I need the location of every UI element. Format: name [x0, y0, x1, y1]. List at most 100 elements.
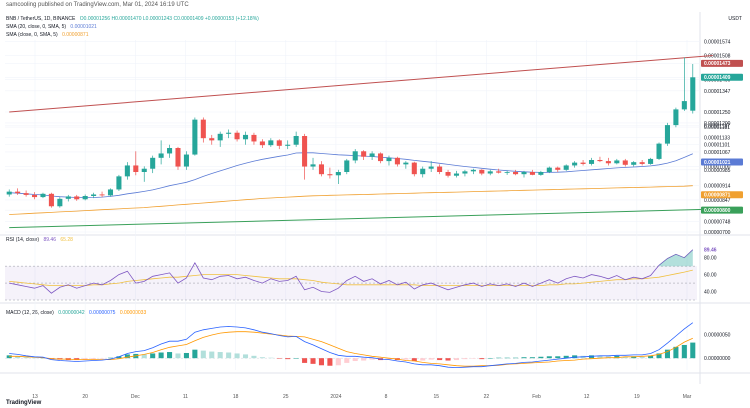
candle [513, 172, 519, 175]
candle [420, 168, 426, 175]
candle [597, 160, 603, 162]
macd-hist-bar [546, 356, 552, 359]
time-tick-label: 20 [82, 394, 88, 400]
candle [681, 101, 687, 110]
time-tick-label: 12 [584, 394, 590, 400]
candle [639, 162, 645, 164]
macd-hist-bar [614, 355, 620, 359]
candle [386, 157, 392, 162]
macd-hist-bar [361, 358, 367, 361]
sma-short-label[interactable]: SMA (20, close, 0, SMA, 5) [6, 24, 67, 30]
candle [318, 164, 324, 175]
trend-lower-tag: 0.00000800 [704, 208, 731, 214]
chart-header: samcooling published on TradingView.com,… [0, 0, 750, 12]
candle [82, 196, 88, 200]
price-tick-label: 0.00001347 [704, 89, 731, 95]
candle [175, 148, 181, 167]
macd-hist-bar [386, 358, 392, 360]
candle [124, 165, 130, 177]
price-tick-label: 0.00001187 [704, 124, 730, 130]
time-tick-label: Dec [131, 394, 140, 400]
macd-label[interactable]: MACD (12, 26, close) [6, 310, 54, 316]
candle [48, 193, 54, 207]
price-tick-label: 0.00001250 [704, 110, 731, 116]
candle [403, 162, 409, 165]
candle [428, 166, 434, 169]
tradingview-logo[interactable]: TradingView [6, 400, 42, 406]
candle [226, 132, 232, 134]
price-tick-label: 0.00001067 [704, 150, 731, 156]
macd-hist-bar [622, 356, 628, 359]
macd-hist-bar [217, 352, 223, 359]
macd-hist-bar [639, 356, 645, 359]
candle [664, 125, 670, 144]
macd-hist-bar [285, 358, 291, 360]
legend-rsi: RSI (14, close) 89.46 65.28 [6, 237, 73, 243]
candle [614, 160, 620, 164]
candle [369, 153, 375, 157]
rsi-line [9, 249, 694, 294]
candle [572, 162, 578, 166]
trend-upper-tag: 0.00001473 [704, 61, 731, 67]
candle [361, 151, 367, 157]
price-tick-label: 0.00000748 [704, 220, 731, 226]
macd-hist-bar [183, 352, 189, 359]
sma-short-value: 0.00001021 [70, 24, 97, 30]
macd-hist-bar [91, 358, 97, 360]
macd-hist-bar [428, 358, 434, 360]
price-tick-label: 0.00000700 [704, 230, 731, 236]
macd-hist-bar [690, 342, 696, 359]
candle [259, 141, 265, 146]
trend-upper-tag-bg [701, 59, 743, 67]
candle [673, 109, 679, 126]
symbol-label[interactable]: BNB / TetherUS, 1D, BINANCE [6, 16, 76, 22]
price-tick-label: 0.00001181 [704, 125, 730, 131]
candle [158, 153, 164, 158]
macd-hist-bar [192, 349, 198, 359]
sma-long-label[interactable]: SMA (close, 0, SMA, 5) [6, 32, 58, 38]
candle [6, 191, 12, 195]
macd-hist-bar [605, 356, 611, 359]
macd-hist-bar [15, 356, 21, 359]
macd-hist-bar [648, 355, 654, 359]
macd-hist-bar [259, 357, 265, 359]
time-tick-label: 15 [433, 394, 439, 400]
candle [622, 160, 628, 165]
candle [57, 198, 63, 207]
legend-macd: MACD (12, 26, close) 0.00000042 0.000000… [6, 310, 146, 316]
macd-hist-bar [352, 358, 358, 362]
candle [183, 154, 189, 167]
sma-long-tag-bg [701, 191, 743, 199]
price-tick-label: 0.00000914 [704, 183, 731, 189]
candle [150, 157, 156, 169]
price-tick-label: 0.00001000 [704, 165, 731, 171]
time-tick-label: 19 [634, 394, 640, 400]
time-tick-label: 13 [32, 394, 38, 400]
macd-hist-bar [504, 357, 510, 359]
trend-lower-tag-bg [701, 206, 743, 214]
macd-hist-bar [327, 358, 333, 366]
publisher-text: samcooling published on TradingView.com,… [6, 2, 189, 8]
candle [74, 196, 80, 200]
rsi-overbought-fill [659, 249, 693, 267]
macd-hist-bar [124, 354, 130, 359]
candle [167, 148, 173, 154]
candle [285, 144, 291, 146]
time-tick-label: Feb [532, 394, 541, 400]
macd-hist-bar [268, 357, 274, 359]
rsi-tick-label: 60.00 [704, 273, 717, 279]
candle [546, 167, 552, 172]
candle [437, 166, 443, 172]
candle [580, 162, 586, 164]
macd-hist-bar [200, 350, 206, 359]
macd-hist-bar [74, 358, 80, 361]
macd-hist-bar [563, 355, 569, 359]
ohlc-values: O0.00001256 H0.00001470 L0.00001243 C0.0… [79, 16, 259, 22]
macd-hist-bar [437, 358, 443, 361]
candle [310, 164, 316, 167]
rsi-ma-value: 65.28 [60, 237, 73, 243]
rsi-label[interactable]: RSI (14, close) [6, 237, 40, 243]
macd-hist-bar [242, 354, 249, 359]
candle [116, 176, 122, 190]
